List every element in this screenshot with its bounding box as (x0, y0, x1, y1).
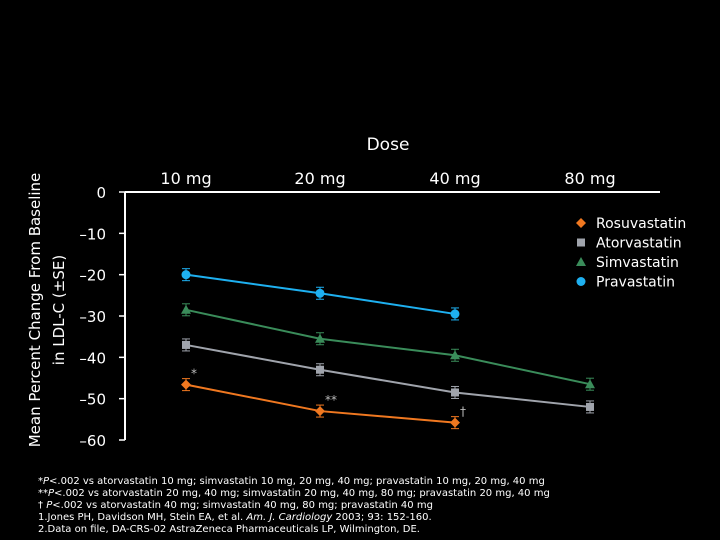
data-point (315, 288, 325, 298)
x-axis-label: Dose (367, 135, 410, 155)
footnote-text: 2003; 93: 152-160. (332, 512, 432, 523)
series-line (185, 308, 591, 386)
footnote-line: **P<.002 vs atorvastatin 20 mg, 40 mg; s… (38, 488, 718, 500)
legend-marker (577, 238, 585, 247)
x-tick-label: 20 mg (294, 169, 345, 188)
y-axis-label-line-2: in LDL-C (±SE) (50, 255, 68, 365)
plot-area: ***† (181, 268, 595, 430)
data-point (450, 309, 460, 319)
legend-label: Pravastatin (596, 275, 675, 291)
y-tick-label: –50 (79, 391, 106, 409)
footnote-italic: P (46, 500, 53, 511)
data-point (451, 388, 459, 397)
series-atorvastatin (182, 338, 594, 414)
data-point (585, 379, 595, 389)
y-tick-label: 0 (96, 184, 106, 202)
footnote-mark: † (38, 500, 47, 511)
y-axis-title: Mean Percent Change From Baseline in LDL-… (26, 173, 68, 448)
y-axis-ticks: 0 –10 –20 –30 –40 –50 –60 (79, 184, 125, 450)
series-rosuvastatin: ***† (181, 367, 466, 430)
footnote-mark: 2.Data on file, DA-CRS-02 AstraZeneca Ph… (38, 524, 420, 535)
footnote-line: 2.Data on file, DA-CRS-02 AstraZeneca Ph… (38, 524, 718, 536)
legend-label: Rosuvastatin (596, 216, 686, 232)
x-tick-label: 10 mg (160, 169, 211, 188)
x-axis-title: Dose (367, 135, 410, 155)
data-point (181, 304, 191, 314)
y-tick-label: –20 (79, 267, 106, 285)
footnotes: *P<.002 vs atorvastatin 10 mg; simvastat… (38, 476, 718, 536)
data-point (181, 379, 191, 390)
legend-item: Pravastatin (576, 275, 675, 291)
x-tick-label: 80 mg (564, 169, 615, 188)
legend-item: Simvastatin (576, 255, 679, 271)
data-point (182, 340, 190, 349)
footnote-text: <.002 vs atorvastatin 20 mg, 40 mg; simv… (54, 488, 550, 499)
data-point (586, 402, 594, 411)
footnote-mark: ** (38, 488, 48, 499)
footnote-line: † P<.002 vs atorvastatin 40 mg; simvasta… (38, 500, 718, 512)
legend-item: Atorvastatin (577, 236, 682, 252)
data-point (315, 406, 325, 417)
significance-mark: * (191, 367, 197, 381)
legend-label: Simvastatin (596, 255, 679, 271)
footnote-line: *P<.002 vs atorvastatin 10 mg; simvastat… (38, 476, 718, 488)
series-simvastatin (181, 303, 595, 391)
data-point (450, 350, 460, 360)
legend: Rosuvastatin Atorvastatin Simvastatin Prava… (576, 216, 686, 291)
footnote-italic: Am. J. Cardiology (246, 512, 333, 523)
data-point (181, 270, 191, 280)
series-line (185, 343, 591, 408)
data-point (316, 365, 324, 374)
x-tick-label: 40 mg (429, 169, 480, 188)
data-point (450, 417, 460, 428)
legend-label: Atorvastatin (596, 236, 682, 252)
legend-item: Rosuvastatin (576, 216, 686, 232)
data-point (315, 333, 325, 343)
legend-marker (576, 277, 586, 286)
footnote-italic: P (43, 476, 50, 487)
y-tick-label: –30 (79, 308, 106, 326)
significance-mark: † (460, 405, 466, 419)
legend-marker (576, 257, 586, 266)
footnote-mark: 1.Jones PH, Davidson MH, Stein EA, et al… (38, 512, 247, 523)
y-tick-label: –60 (79, 432, 106, 450)
footnote-mark: * (38, 476, 43, 487)
y-tick-label: –40 (79, 349, 106, 367)
x-axis-ticks: 10 mg 20 mg 40 mg 80 mg (160, 169, 615, 188)
significance-mark: ** (325, 393, 337, 407)
series-pravastatin (181, 268, 460, 321)
legend-marker (576, 218, 586, 228)
footnote-text: <.002 vs atorvastatin 10 mg; simvastatin… (49, 476, 545, 487)
footnote-italic: P (48, 488, 55, 499)
y-tick-label: –10 (79, 225, 106, 243)
footnote-line: 1.Jones PH, Davidson MH, Stein EA, et al… (38, 512, 718, 524)
footnote-text: <.002 vs atorvastatin 40 mg; simvastatin… (52, 500, 433, 511)
y-axis-label-line-1: Mean Percent Change From Baseline (26, 173, 44, 448)
